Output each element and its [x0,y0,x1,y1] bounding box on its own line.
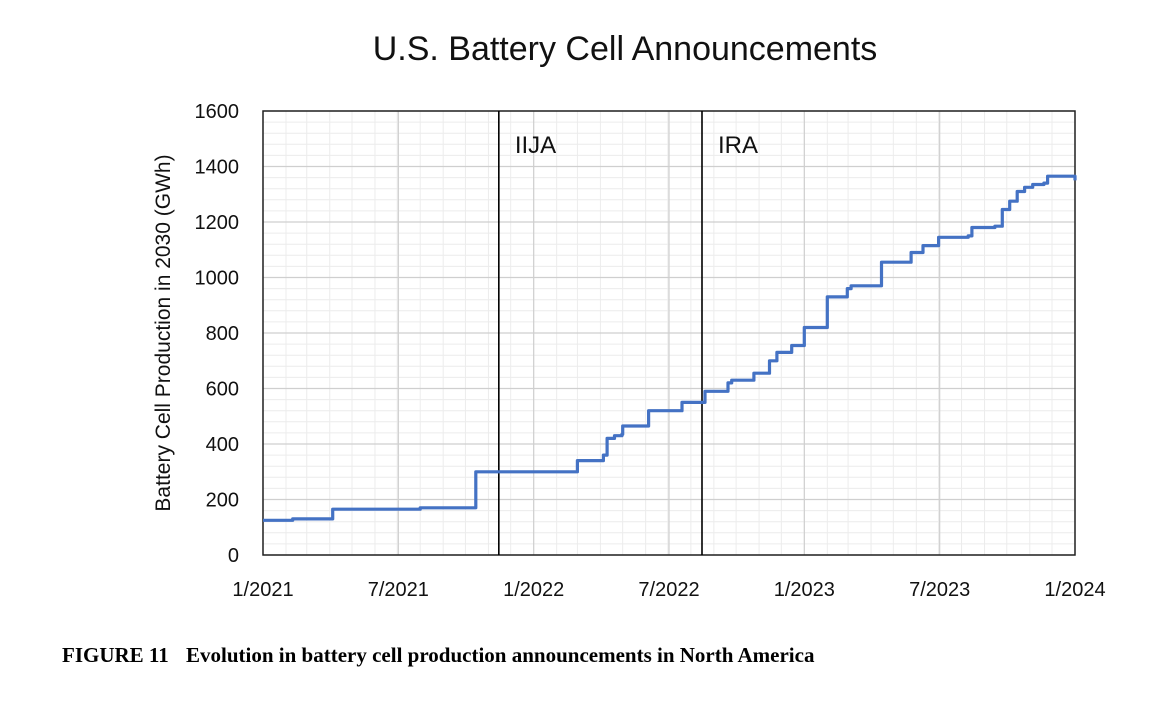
major-gridlines [262,110,1076,556]
plot-frame [262,110,1076,556]
x-tick-label: 1/2024 [1044,579,1105,601]
y-tick-label: 1200 [195,212,240,234]
figure-caption-text: Evolution in battery cell production ann… [186,643,815,667]
x-tick-label: 7/2022 [638,579,699,601]
y-tick-label: 1600 [195,101,240,123]
x-tick-label: 7/2023 [909,579,970,601]
y-tick-label: 200 [206,490,239,512]
y-tick-label: 1400 [195,157,240,179]
figure-caption: FIGURE 11 Evolution in battery cell prod… [62,643,1152,668]
annotation-label: IIJA [515,132,556,159]
y-tick-label: 0 [228,545,239,567]
y-tick-label: 600 [206,379,239,401]
y-tick-label: 400 [206,434,239,456]
chart-title: U.S. Battery Cell Announcements [372,30,878,68]
y-tick-label: 800 [206,323,239,345]
x-tick-label: 1/2022 [503,579,564,601]
x-tick-label: 1/2023 [774,579,835,601]
series-line [263,174,1077,522]
x-tick-label: 1/2021 [232,579,293,601]
y-axis-label: Battery Cell Production in 2030 (GWh) [152,154,175,511]
y-tick-label: 1000 [195,268,240,290]
figure-label: FIGURE 11 [62,643,169,667]
annotation-label: IRA [718,132,758,159]
x-tick-label: 7/2021 [368,579,429,601]
